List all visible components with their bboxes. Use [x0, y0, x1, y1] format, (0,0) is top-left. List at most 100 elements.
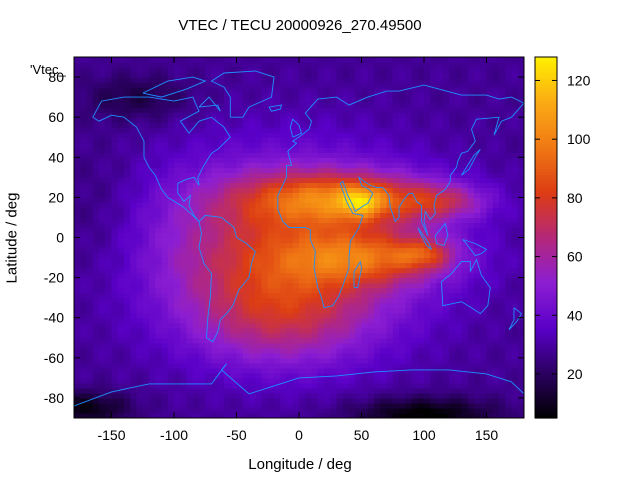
heatmap-cell: [224, 207, 231, 214]
heatmap-cell: [505, 142, 513, 148]
heatmap-cell: [280, 337, 288, 344]
heatmap-cell: [105, 242, 113, 249]
heatmap-cell: [467, 212, 475, 219]
heatmap-cell: [517, 187, 524, 193]
heatmap-cell: [230, 277, 238, 284]
heatmap-cell: [299, 72, 306, 78]
heatmap-cell: [324, 387, 331, 394]
heatmap-cell: [342, 397, 350, 404]
heatmap-cell: [311, 117, 319, 123]
heatmap-cell: [111, 222, 119, 229]
heatmap-cell: [255, 152, 263, 158]
heatmap-cell: [499, 232, 506, 239]
heatmap-cell: [217, 162, 225, 168]
heatmap-cell: [461, 107, 469, 113]
heatmap-cell: [242, 227, 250, 234]
heatmap-cell: [442, 322, 450, 329]
heatmap-cell: [442, 317, 450, 324]
heatmap-cell: [80, 252, 88, 259]
heatmap-cell: [205, 337, 213, 344]
heatmap-cell: [342, 82, 350, 88]
heatmap-cell: [442, 267, 450, 274]
heatmap-cell: [199, 297, 206, 304]
heatmap-cell: [211, 367, 219, 374]
heatmap-cell: [205, 257, 213, 264]
heatmap-cell: [355, 392, 363, 399]
heatmap-cell: [224, 347, 231, 354]
heatmap-cell: [324, 372, 331, 379]
heatmap-cell: [299, 87, 306, 93]
heatmap-cell: [117, 282, 125, 289]
heatmap-cell: [161, 382, 169, 389]
heatmap-cell: [324, 272, 331, 279]
heatmap-cell: [511, 147, 519, 153]
heatmap-cell: [199, 232, 206, 239]
heatmap-cell: [474, 342, 481, 349]
heatmap-cell: [124, 247, 131, 254]
heatmap-cell: [292, 202, 300, 209]
heatmap-cell: [367, 332, 375, 339]
heatmap-cell: [130, 172, 138, 178]
heatmap-cell: [342, 357, 350, 364]
heatmap-cell: [417, 222, 425, 229]
heatmap-cell: [130, 177, 138, 183]
heatmap-cell: [386, 342, 394, 349]
heatmap-cell: [224, 127, 231, 133]
heatmap-cell: [80, 72, 88, 78]
heatmap-cell: [349, 252, 356, 259]
heatmap-cell: [161, 287, 169, 294]
heatmap-cell: [211, 162, 219, 168]
heatmap-cell: [324, 227, 331, 234]
heatmap-cell: [305, 217, 313, 224]
heatmap-cell: [111, 307, 119, 314]
heatmap-cell: [130, 232, 138, 239]
heatmap-cell: [461, 337, 469, 344]
heatmap-cell: [242, 92, 250, 98]
heatmap-cell: [174, 332, 181, 339]
heatmap-cell: [324, 292, 331, 299]
heatmap-cell: [217, 172, 225, 178]
heatmap-cell: [117, 212, 125, 219]
heatmap-cell: [167, 237, 175, 244]
heatmap-cell: [499, 357, 506, 364]
heatmap-cell: [205, 372, 213, 379]
heatmap-cell: [286, 102, 294, 108]
heatmap-cell: [124, 107, 131, 113]
heatmap-cell: [317, 177, 325, 183]
heatmap-cell: [486, 257, 494, 264]
heatmap-cell: [192, 257, 200, 264]
heatmap-cell: [80, 232, 88, 239]
heatmap-cell: [299, 92, 306, 98]
heatmap-cell: [424, 347, 431, 354]
heatmap-cell: [261, 412, 269, 418]
heatmap-cell: [92, 102, 100, 108]
heatmap-cell: [330, 137, 338, 143]
heatmap-cell: [399, 157, 406, 163]
heatmap-cell: [199, 217, 206, 224]
heatmap-cell: [286, 297, 294, 304]
heatmap-cell: [467, 327, 475, 334]
heatmap-cell: [292, 162, 300, 168]
heatmap-cell: [430, 407, 438, 414]
heatmap-cell: [205, 92, 213, 98]
heatmap-cell: [405, 227, 413, 234]
heatmap-cell: [449, 407, 456, 414]
heatmap-cell: [374, 207, 381, 214]
heatmap-cell: [86, 97, 94, 103]
heatmap-cell: [411, 287, 419, 294]
heatmap-cell: [117, 267, 125, 274]
heatmap-cell: [211, 152, 219, 158]
heatmap-cell: [199, 402, 206, 409]
heatmap-cell: [124, 292, 131, 299]
heatmap-cell: [199, 177, 206, 183]
heatmap-cell: [199, 132, 206, 138]
heatmap-cell: [292, 387, 300, 394]
heatmap-cell: [299, 367, 306, 374]
heatmap-cell: [117, 232, 125, 239]
heatmap-cell: [355, 137, 363, 143]
heatmap-cell: [405, 197, 413, 203]
heatmap-cell: [342, 217, 350, 224]
heatmap-cell: [211, 372, 219, 379]
heatmap-cell: [449, 207, 456, 214]
heatmap-cell: [130, 342, 138, 349]
